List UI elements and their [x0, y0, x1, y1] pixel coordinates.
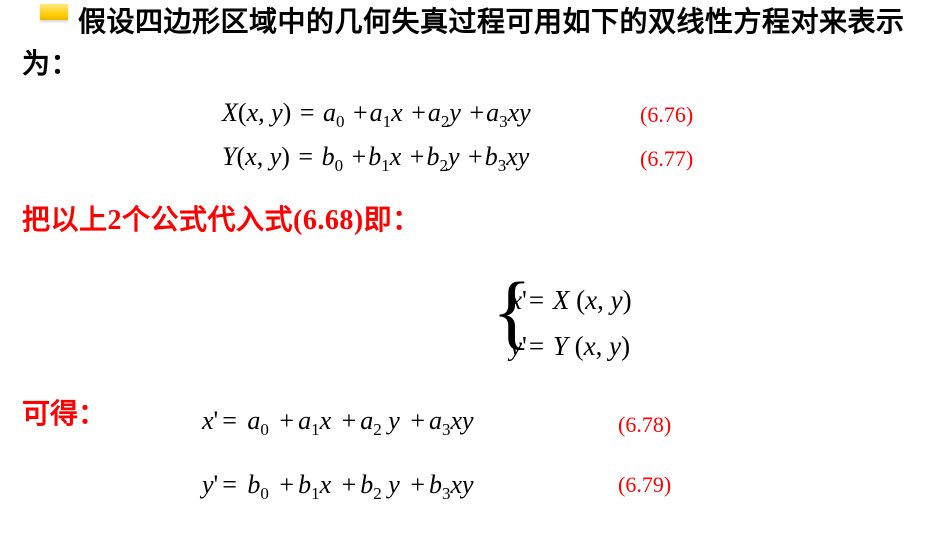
substitution-text: 把以上2个公式代入式(6.68)即：	[22, 198, 922, 238]
intro-paragraph: 假设四边形区域中的几何失真过程可用如下的双线性方程对来表示为：	[22, 2, 922, 86]
equation-6-78: x'= a0 +a1x +a2 y +a3xy	[202, 406, 474, 436]
equation-6-79: y'= b0 +b1x +b2 y +b3xy	[202, 470, 474, 500]
equation-block-1: X(x, y) = a0 +a1x +a2y +a3xy (6.76) Y(x,…	[22, 98, 922, 188]
equation-6-76: X(x, y) = a0 +a1x +a2y +a3xy	[222, 98, 531, 128]
result-block: 可得： x'= a0 +a1x +a2 y +a3xy (6.78) y'= b…	[22, 392, 922, 432]
equation-system-6-68: { x'= X (x, y) y'= Y (x, y)	[510, 278, 632, 370]
equation-number-6-79: (6.79)	[618, 472, 671, 498]
equation-number-6-78: (6.78)	[618, 412, 671, 438]
equation-number-6-76: (6.76)	[640, 102, 693, 128]
left-brace-icon: {	[492, 270, 532, 353]
slide-content: 假设四边形区域中的几何失真过程可用如下的双线性方程对来表示为： X(x, y) …	[22, 2, 922, 238]
result-label: 可得：	[22, 399, 106, 430]
equation-number-6-77: (6.77)	[640, 146, 693, 172]
equation-6-77: Y(x, y) = b0 +b1x +b2y +b3xy	[222, 142, 529, 172]
